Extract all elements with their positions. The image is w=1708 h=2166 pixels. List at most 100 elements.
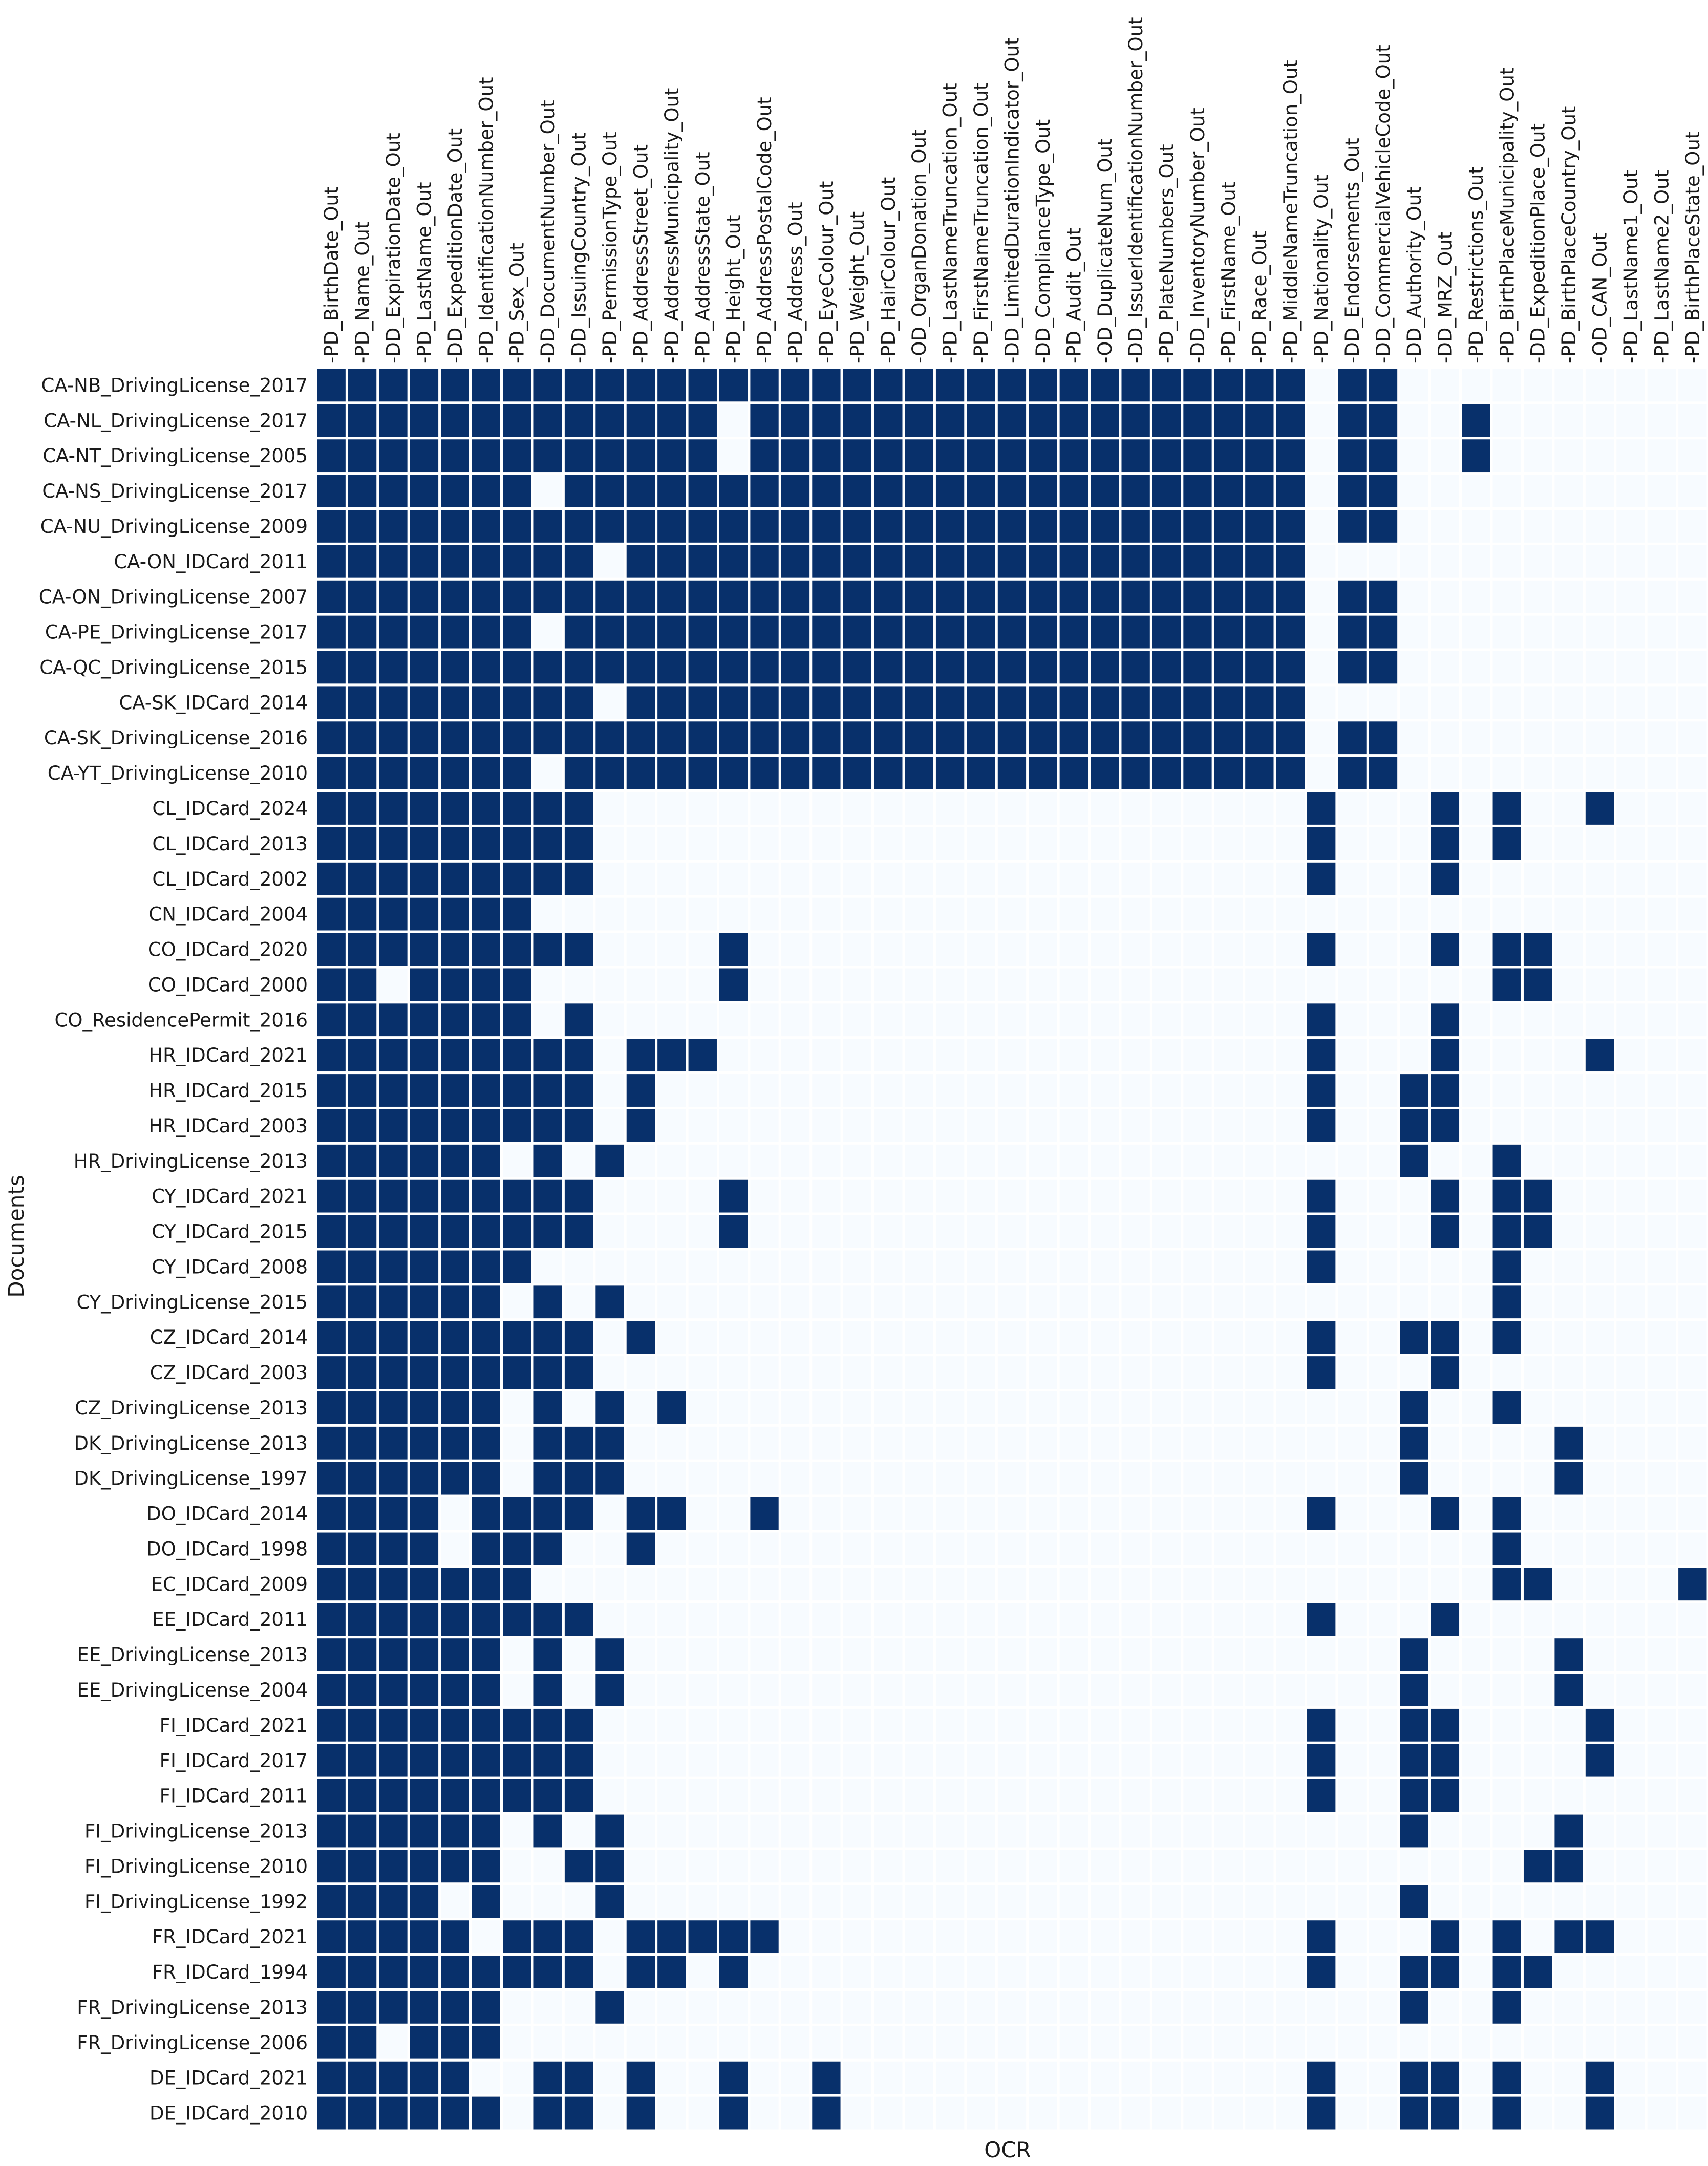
- heatmap-cell: [1211, 2094, 1246, 2132]
- heatmap-cell: [1149, 1953, 1184, 1991]
- heatmap-cell: [1676, 1565, 1708, 1603]
- heatmap-cell: [1119, 1036, 1152, 1075]
- heatmap-cell: [1645, 472, 1679, 510]
- heatmap-cell: [748, 1671, 781, 1709]
- heatmap-cell: [871, 507, 905, 545]
- heatmap-cell: [748, 1918, 781, 1956]
- heatmap-cell: [1211, 1071, 1246, 1109]
- heatmap-cell: [778, 2094, 813, 2132]
- heatmap-cell: [1273, 542, 1308, 581]
- heatmap-cell: [593, 1882, 627, 1921]
- heatmap-cell: [716, 1424, 751, 1462]
- heatmap-cell: [1181, 2023, 1214, 2062]
- heatmap-cell: [1335, 1671, 1369, 1709]
- column-label: -PD_AddressState_Out: [692, 152, 714, 363]
- heatmap-cell: [376, 1071, 410, 1109]
- heatmap-cell: [1211, 1106, 1246, 1145]
- heatmap-cell: [964, 437, 998, 475]
- heatmap-cell: [469, 789, 503, 827]
- heatmap-cell: [624, 1177, 658, 1215]
- heatmap-cell: [407, 1741, 441, 1779]
- heatmap-cell: [562, 401, 596, 440]
- heatmap-cell: [964, 1882, 998, 1921]
- heatmap-cell: [778, 648, 813, 687]
- heatmap-cell: [871, 1565, 905, 1603]
- column-label: -PD_Nationality_Out: [1311, 175, 1333, 363]
- heatmap-cell: [1645, 1389, 1679, 1427]
- heatmap-cell: [1057, 1565, 1091, 1603]
- row-label: EE_DrivingLicense_2013: [77, 1644, 308, 1666]
- heatmap-cell: [314, 1776, 348, 1815]
- heatmap-cell: [995, 542, 1029, 581]
- heatmap-cell: [902, 1565, 936, 1603]
- heatmap-cell: [1149, 1177, 1184, 1215]
- heatmap-cell: [376, 366, 410, 404]
- heatmap-cell: [345, 860, 379, 898]
- heatmap-cell: [1273, 1106, 1308, 1145]
- heatmap-cell: [1211, 648, 1246, 687]
- heatmap-cell: [1181, 1706, 1214, 1744]
- heatmap-cell: [376, 1776, 410, 1815]
- heatmap-cell: [1366, 1389, 1400, 1427]
- heatmap-cell: [407, 1882, 441, 1921]
- heatmap-cell: [500, 789, 534, 827]
- heatmap-cell: [500, 648, 534, 687]
- heatmap-cell: [1335, 1882, 1369, 1921]
- heatmap-cell: [1149, 683, 1184, 722]
- heatmap-cell: [902, 824, 936, 863]
- heatmap-cell: [1366, 2023, 1400, 2062]
- heatmap-cell: [1676, 437, 1708, 475]
- heatmap-cell: [1335, 1741, 1369, 1779]
- heatmap-cell: [1676, 1354, 1708, 1392]
- heatmap-cell: [1273, 1565, 1308, 1603]
- heatmap-cell: [748, 789, 781, 827]
- heatmap-cell: [1521, 1142, 1555, 1180]
- heatmap-cell: [716, 1354, 751, 1392]
- heatmap-cell: [809, 1106, 843, 1145]
- heatmap-cell: [655, 1671, 689, 1709]
- heatmap-cell: [686, 1671, 719, 1709]
- heatmap-cell: [1552, 1177, 1586, 1215]
- heatmap-cell: [345, 1494, 379, 1533]
- column-label: -PD_FirstName_Out: [1218, 182, 1240, 363]
- heatmap-cell: [1243, 2058, 1276, 2097]
- heatmap-cell: [1552, 1882, 1586, 1921]
- heatmap-cell: [1459, 1142, 1493, 1180]
- heatmap-cell: [314, 2058, 348, 2097]
- heatmap-cell: [1057, 1142, 1091, 1180]
- heatmap-cell: [1397, 1248, 1431, 1286]
- heatmap-cell: [964, 1847, 998, 1885]
- heatmap-cell: [1305, 1706, 1338, 1744]
- heatmap-cell: [1057, 860, 1091, 898]
- heatmap-cell: [778, 1988, 813, 2026]
- heatmap-cell: [562, 1741, 596, 1779]
- heatmap-cell: [1366, 1354, 1400, 1392]
- heatmap-cell: [1614, 1177, 1648, 1215]
- heatmap-cell: [624, 1424, 658, 1462]
- heatmap-cell: [438, 754, 472, 792]
- heatmap-cell: [933, 437, 967, 475]
- heatmap-cell: [1119, 1882, 1152, 1921]
- heatmap-cell: [1552, 789, 1586, 827]
- heatmap-cell: [1366, 542, 1400, 581]
- heatmap-cell: [902, 1882, 936, 1921]
- heatmap-cell: [1181, 1988, 1214, 2026]
- heatmap-cell: [1181, 472, 1214, 510]
- heatmap-cell: [995, 1389, 1029, 1427]
- heatmap-cell: [1088, 860, 1122, 898]
- heatmap-cell: [655, 1318, 689, 1357]
- heatmap-cell: [1335, 1212, 1369, 1251]
- heatmap-cell: [376, 1636, 410, 1674]
- heatmap-cell: [562, 613, 596, 651]
- heatmap-cell: [1088, 1283, 1122, 1321]
- heatmap-cell: [1149, 1988, 1184, 2026]
- heatmap-cell: [995, 1036, 1029, 1075]
- heatmap-cell: [1088, 1248, 1122, 1286]
- heatmap-cell: [1026, 366, 1060, 404]
- heatmap-cell: [1397, 1177, 1431, 1215]
- heatmap-cell: [933, 1918, 967, 1956]
- heatmap-cell: [1397, 366, 1431, 404]
- heatmap-cell: [840, 1812, 874, 1850]
- heatmap-cell: [933, 754, 967, 792]
- heatmap-cell: [1119, 1212, 1152, 1251]
